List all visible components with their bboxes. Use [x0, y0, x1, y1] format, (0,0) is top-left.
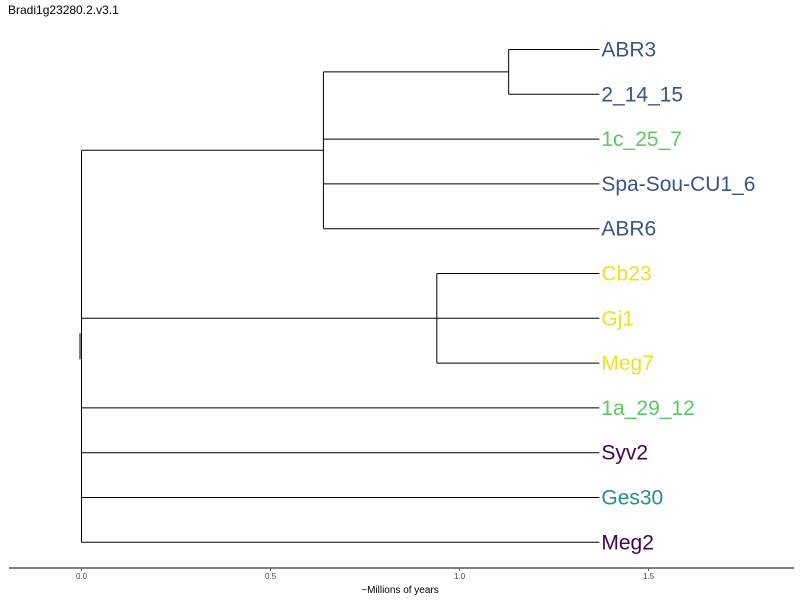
leaf-labels: ABR3 2_14_15 1c_25_7 Spa-Sou-CU1_6 ABR6 Cb23 G… — [601, 39, 755, 555]
leaf-label: Gj1 — [601, 307, 634, 330]
axis-ticks: 0.0 0.5 1.0 1.5 — [76, 568, 655, 581]
leaf-label: Cb23 — [601, 263, 651, 286]
tree-branches — [79, 49, 600, 543]
leaf-label: Meg2 — [601, 531, 654, 554]
axis-tick-label: 1.0 — [454, 572, 466, 581]
leaf-label: 2_14_15 — [601, 83, 683, 106]
axis-tick-label: 0.5 — [265, 572, 277, 581]
leaf-label: Syv2 — [601, 442, 648, 465]
axis-label: ~Millions of years — [361, 585, 439, 596]
time-axis: 0.0 0.5 1.0 1.5 ~Millions of years — [9, 567, 794, 596]
leaf-label: Spa-Sou-CU1_6 — [601, 173, 755, 196]
axis-tick-label: 1.5 — [643, 572, 655, 581]
axis-tick-label: 0.0 — [76, 572, 88, 581]
leaf-label: 1c_25_7 — [601, 128, 682, 151]
leaf-label: ABR3 — [601, 39, 656, 62]
page-title: Bradi1g23280.2.v3.1 — [8, 3, 119, 17]
leaf-label: ABR6 — [601, 218, 656, 241]
leaf-label: Meg7 — [601, 352, 654, 375]
leaf-label: Ges30 — [601, 487, 663, 510]
leaf-label: 1a_29_12 — [601, 397, 694, 420]
